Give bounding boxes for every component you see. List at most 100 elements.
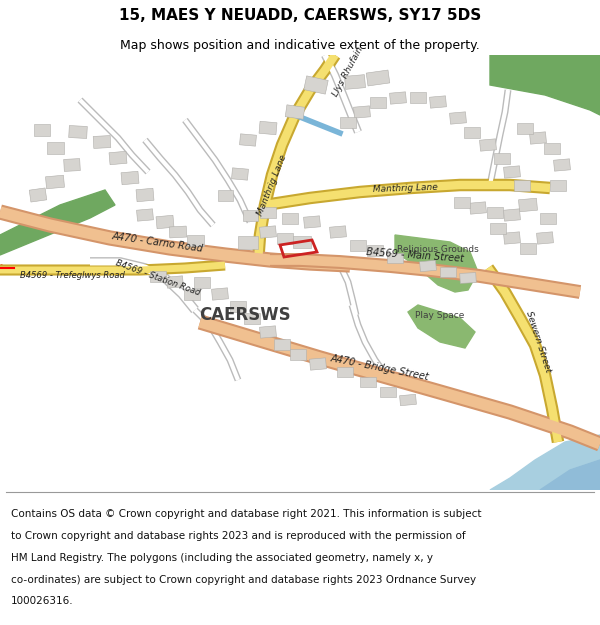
- Bar: [487, 206, 503, 217]
- Bar: [274, 339, 290, 349]
- Bar: [218, 189, 233, 201]
- Polygon shape: [395, 235, 478, 292]
- Bar: [370, 96, 386, 108]
- Bar: [304, 76, 328, 94]
- Bar: [479, 139, 496, 151]
- Text: HM Land Registry. The polygons (including the associated geometry, namely x, y: HM Land Registry. The polygons (includin…: [11, 552, 433, 562]
- Bar: [156, 215, 174, 229]
- Polygon shape: [408, 305, 475, 348]
- Bar: [29, 188, 47, 202]
- Bar: [290, 349, 306, 359]
- Bar: [554, 159, 571, 171]
- Bar: [150, 271, 166, 281]
- Bar: [540, 213, 556, 224]
- Bar: [470, 202, 487, 214]
- Bar: [259, 121, 277, 135]
- Bar: [389, 92, 406, 104]
- Bar: [490, 222, 506, 234]
- Bar: [410, 91, 426, 103]
- Bar: [109, 151, 127, 165]
- Bar: [454, 196, 470, 208]
- Polygon shape: [0, 190, 115, 255]
- Bar: [360, 377, 376, 387]
- Text: Llys Rhufain: Llys Rhufain: [331, 46, 365, 99]
- Bar: [230, 301, 246, 311]
- Bar: [46, 175, 64, 189]
- Bar: [494, 152, 510, 164]
- Text: CAERSWS: CAERSWS: [199, 306, 291, 324]
- Bar: [184, 289, 200, 299]
- Bar: [503, 232, 520, 244]
- Bar: [244, 312, 260, 324]
- Bar: [400, 394, 416, 406]
- Polygon shape: [490, 55, 600, 115]
- Text: Map shows position and indicative extent of the property.: Map shows position and indicative extent…: [120, 39, 480, 52]
- Bar: [337, 367, 353, 377]
- Text: B4569 - Trefeglwys Road: B4569 - Trefeglwys Road: [20, 271, 124, 279]
- Bar: [277, 232, 293, 244]
- Bar: [212, 288, 229, 300]
- Text: A470 - Carno Road: A470 - Carno Road: [112, 231, 205, 253]
- Text: 15, MAES Y NEUADD, CAERSWS, SY17 5DS: 15, MAES Y NEUADD, CAERSWS, SY17 5DS: [119, 8, 481, 23]
- Bar: [260, 206, 276, 217]
- Bar: [232, 168, 248, 180]
- Text: A470 - Bridge Street: A470 - Bridge Street: [330, 354, 430, 382]
- Bar: [520, 242, 536, 254]
- Bar: [260, 326, 277, 338]
- Bar: [350, 239, 366, 251]
- Bar: [514, 179, 530, 191]
- Text: Manthrig Lane: Manthrig Lane: [373, 182, 437, 194]
- Bar: [137, 209, 154, 221]
- Bar: [238, 236, 258, 249]
- Bar: [503, 166, 520, 178]
- Bar: [518, 198, 538, 212]
- Bar: [47, 142, 64, 154]
- Bar: [167, 276, 184, 288]
- Bar: [464, 126, 480, 138]
- Bar: [260, 226, 277, 238]
- Bar: [460, 272, 476, 283]
- Bar: [544, 142, 560, 154]
- Bar: [536, 232, 553, 244]
- Bar: [340, 116, 356, 128]
- Text: Manthrig Lane: Manthrig Lane: [256, 153, 289, 217]
- Bar: [64, 159, 80, 171]
- Bar: [449, 112, 466, 124]
- Bar: [285, 105, 305, 119]
- Bar: [169, 226, 187, 238]
- Bar: [380, 387, 396, 397]
- Text: Play Space: Play Space: [415, 311, 464, 319]
- Bar: [187, 234, 203, 246]
- Bar: [366, 70, 390, 86]
- Bar: [419, 261, 436, 272]
- Bar: [93, 136, 111, 148]
- Bar: [121, 171, 139, 185]
- Polygon shape: [490, 435, 600, 490]
- Bar: [304, 216, 320, 228]
- Bar: [68, 126, 88, 139]
- Text: B4569 - Station Road: B4569 - Station Road: [115, 259, 202, 298]
- Bar: [503, 209, 520, 221]
- Text: Contains OS data © Crown copyright and database right 2021. This information is : Contains OS data © Crown copyright and d…: [11, 509, 481, 519]
- Text: 100026316.: 100026316.: [11, 596, 73, 606]
- Bar: [367, 244, 383, 256]
- Bar: [530, 132, 547, 144]
- Text: Sewern Street: Sewern Street: [524, 310, 552, 374]
- Bar: [440, 267, 456, 277]
- Text: co-ordinates) are subject to Crown copyright and database rights 2023 Ordnance S: co-ordinates) are subject to Crown copyr…: [11, 574, 476, 584]
- Bar: [310, 358, 326, 370]
- Bar: [194, 276, 210, 288]
- Bar: [329, 226, 346, 238]
- Text: to Crown copyright and database rights 2023 and is reproduced with the permissio: to Crown copyright and database rights 2…: [11, 531, 466, 541]
- Bar: [239, 134, 256, 146]
- Text: Religious Grounds: Religious Grounds: [397, 246, 479, 254]
- Bar: [282, 213, 298, 224]
- Bar: [34, 124, 50, 136]
- Bar: [550, 179, 566, 191]
- Bar: [430, 96, 446, 108]
- Polygon shape: [540, 460, 600, 490]
- Bar: [242, 209, 257, 221]
- Bar: [293, 236, 311, 248]
- Bar: [353, 106, 370, 118]
- Bar: [344, 74, 365, 89]
